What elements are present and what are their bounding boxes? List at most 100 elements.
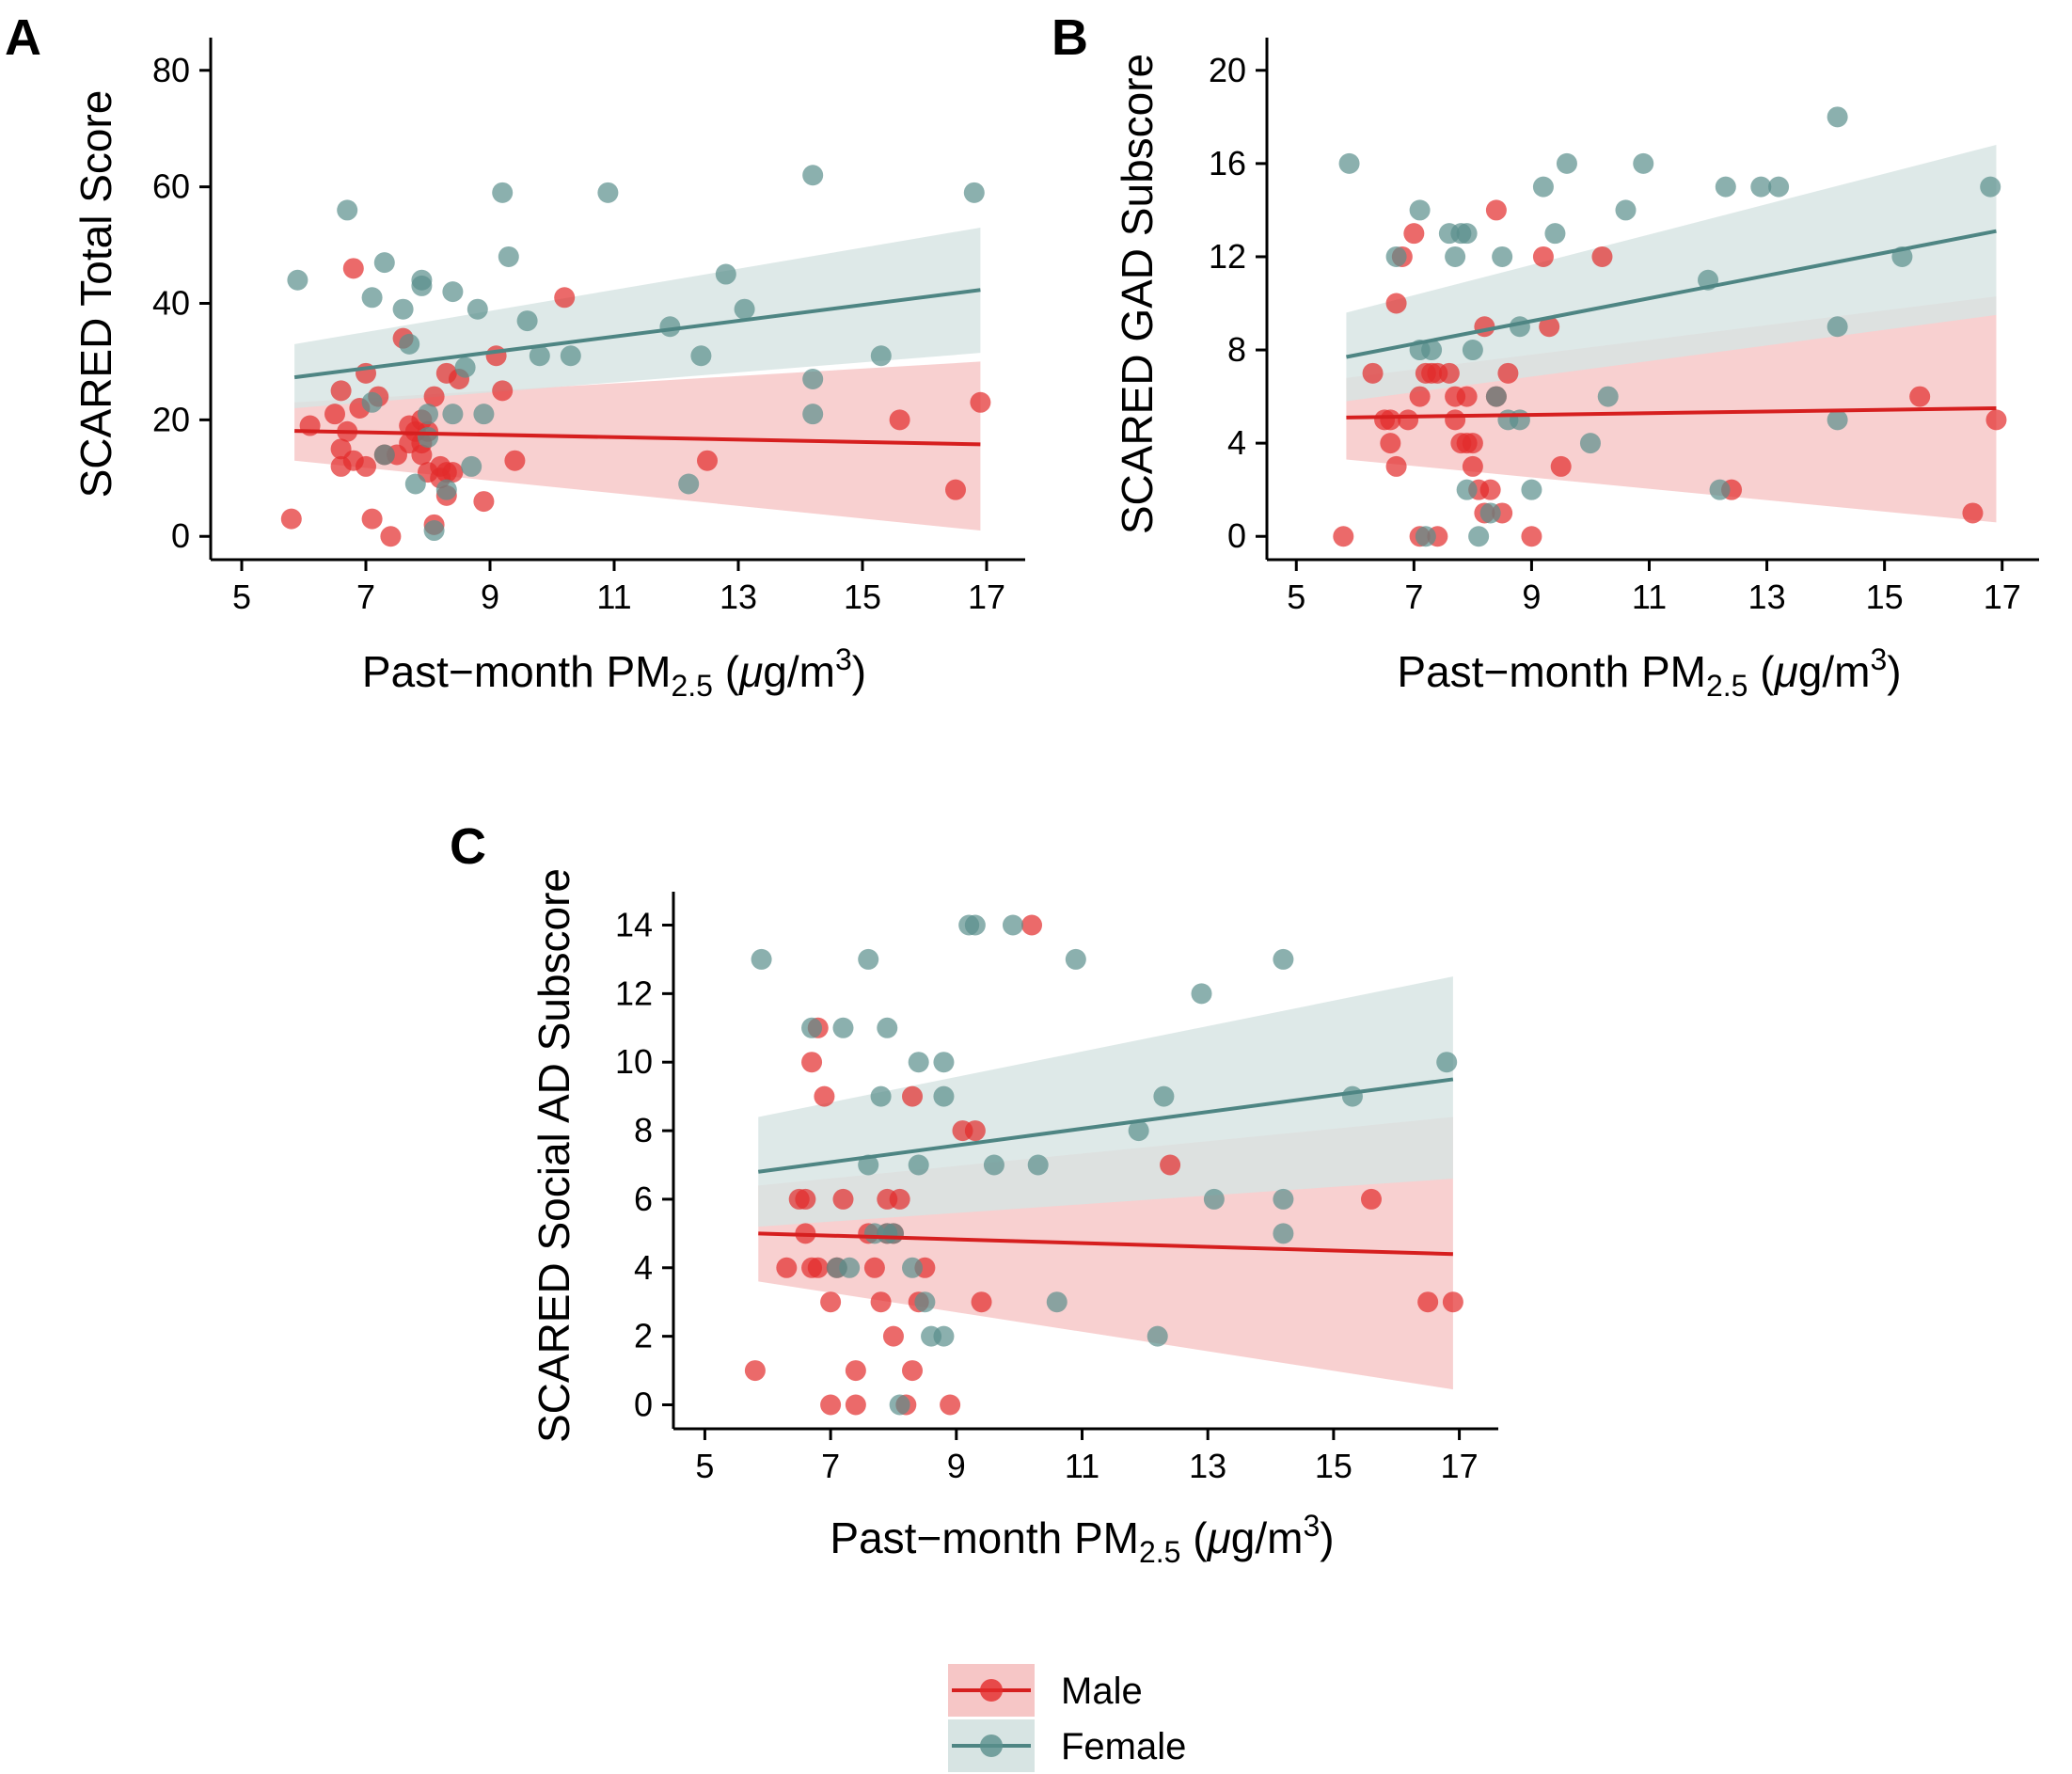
y-tick-label: 10 [615, 1042, 653, 1081]
data-point-male [795, 1188, 816, 1210]
data-point-female [1153, 1085, 1175, 1107]
data-point-female [889, 1394, 910, 1416]
x-axis-title: Past−month PM2.5 (μg/m3) [362, 642, 866, 703]
x-tick-label: 5 [695, 1447, 714, 1485]
data-point-female [1046, 1291, 1068, 1313]
data-point-male [1456, 386, 1478, 407]
y-tick-label: 20 [152, 400, 190, 438]
data-point-female [423, 520, 445, 542]
data-point-male [1462, 433, 1483, 454]
data-point-male [1380, 409, 1401, 431]
data-point-male [1438, 362, 1460, 384]
data-point-male [1539, 316, 1560, 338]
data-point-male [361, 508, 383, 530]
data-point-male [1962, 502, 1984, 524]
y-tick-label: 0 [634, 1386, 653, 1424]
data-point-male [1409, 386, 1431, 407]
data-point-female [858, 948, 879, 970]
data-point-female [1615, 199, 1637, 221]
data-point-male [882, 1325, 904, 1347]
data-point-female [361, 287, 383, 309]
data-point-female [802, 165, 824, 186]
data-point-female [1128, 1120, 1149, 1142]
data-point-male [1474, 316, 1495, 338]
data-point-female [659, 316, 681, 338]
data-point-male [1479, 479, 1501, 500]
data-point-male [1497, 362, 1519, 384]
y-axis-title: SCARED Social AD Subscore [530, 868, 578, 1443]
data-point-female [1273, 1188, 1294, 1210]
data-point-female [529, 345, 550, 367]
data-point-female [933, 1325, 955, 1347]
data-point-male [1550, 455, 1572, 477]
x-tick-label: 13 [1189, 1447, 1226, 1485]
data-point-female [337, 199, 358, 221]
y-tick-label: 8 [634, 1111, 653, 1149]
y-tick-label: 4 [1227, 423, 1246, 462]
data-point-male [1160, 1154, 1181, 1176]
data-point-male [902, 1360, 924, 1382]
data-point-male [492, 380, 514, 402]
data-point-male [485, 345, 507, 367]
data-point-female [715, 263, 736, 285]
panel-label-b: B [1052, 9, 1088, 66]
legend-label-male: Male [1061, 1671, 1143, 1712]
y-tick-label: 40 [152, 284, 190, 323]
data-point-female [1485, 386, 1507, 407]
panel-a: A 5 7 9 11 13 15 17 0 20 40 60 80 Past−month PM2.5 (μ… [5, 9, 1025, 703]
data-point-female [1492, 246, 1513, 267]
data-point-female [870, 345, 892, 367]
x-tick-label: 11 [1065, 1447, 1099, 1485]
data-point-male [845, 1394, 866, 1416]
data-point-female [1532, 176, 1554, 198]
data-point-female [1456, 479, 1478, 500]
x-tick-label: 5 [232, 578, 251, 616]
data-point-male [832, 1188, 854, 1210]
data-point-female [963, 182, 985, 203]
data-point-male [504, 450, 526, 471]
data-point-female [1597, 386, 1619, 407]
data-point-male [1403, 223, 1425, 245]
data-point-female [1436, 1052, 1458, 1073]
y-tick-label: 6 [634, 1180, 653, 1218]
y-tick-label: 0 [1227, 516, 1246, 555]
x-tick-label: 17 [968, 578, 1005, 616]
data-point-male [889, 409, 910, 431]
data-point-female [516, 310, 538, 332]
x-tick-label: 7 [356, 578, 375, 616]
legend-marker-male [980, 1679, 1003, 1702]
data-point-male [411, 444, 433, 466]
data-point-female [1027, 1154, 1049, 1176]
y-tick-label: 14 [615, 906, 653, 944]
data-point-female [908, 1154, 929, 1176]
data-point-male [324, 404, 345, 425]
data-point-female [361, 391, 383, 413]
data-point-female [287, 269, 308, 291]
y-axis-title: SCARED Total Score [71, 90, 120, 499]
data-point-male [971, 1291, 992, 1313]
y-tick-label: 12 [615, 974, 653, 1012]
data-point-male [870, 1291, 892, 1313]
data-point-female [858, 1154, 879, 1176]
data-point-female [882, 1223, 904, 1244]
data-point-female [802, 404, 824, 425]
y-tick-label: 80 [152, 51, 190, 89]
data-point-female [1415, 526, 1436, 547]
data-point-female [839, 1257, 861, 1278]
data-point-male [1442, 1291, 1463, 1313]
data-point-male [801, 1052, 823, 1073]
data-point-male [940, 1394, 961, 1416]
data-point-female [404, 473, 426, 495]
confidence-band-male [1346, 296, 1997, 523]
data-point-female [498, 246, 519, 267]
data-point-female [473, 404, 495, 425]
data-point-female [1827, 409, 1848, 431]
y-tick-label: 16 [1209, 144, 1246, 182]
data-point-female [802, 369, 824, 390]
data-point-female [801, 1017, 823, 1038]
x-tick-label: 11 [1632, 578, 1667, 616]
data-point-female [1203, 1188, 1225, 1210]
data-point-female [1273, 1223, 1294, 1244]
data-point-female [1556, 152, 1577, 174]
data-point-male [1532, 246, 1554, 267]
